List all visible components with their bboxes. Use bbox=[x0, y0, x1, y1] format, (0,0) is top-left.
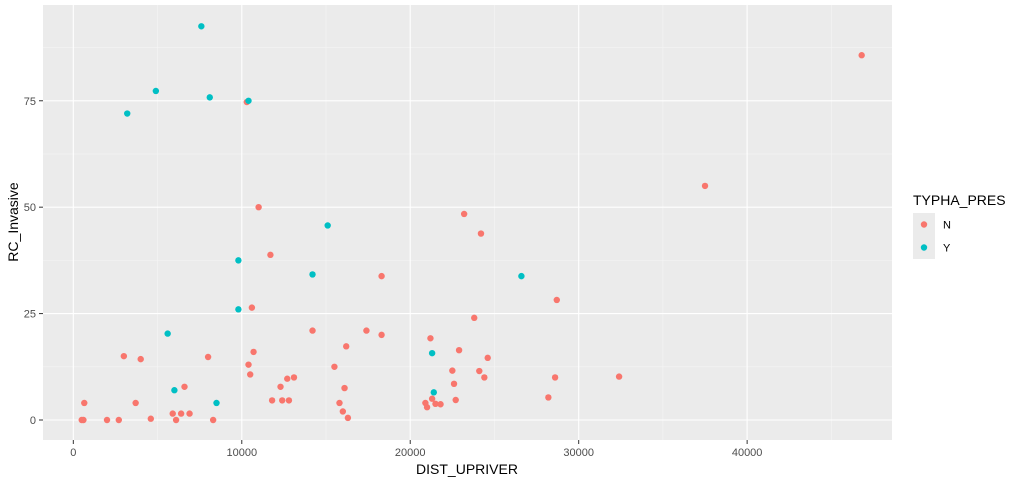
x-tick-label: 40000 bbox=[732, 447, 763, 459]
x-axis: 0 10000 20000 30000 40000 bbox=[70, 440, 762, 459]
scatter-point-n bbox=[80, 416, 87, 424]
scatter-point-n bbox=[423, 404, 431, 411]
scatter-point-n bbox=[428, 395, 436, 402]
scatter-point-n bbox=[181, 383, 188, 390]
scatter-point-n bbox=[701, 182, 709, 190]
scatter-point-y bbox=[206, 94, 213, 101]
scatter-point-n bbox=[551, 374, 559, 381]
scatter-point-n bbox=[484, 354, 491, 362]
scatter-point-n bbox=[137, 355, 144, 363]
scatter-point-n bbox=[477, 230, 485, 237]
minor-gridlines bbox=[43, 5, 892, 440]
scatter-point-n bbox=[437, 401, 444, 408]
scatter-point-n bbox=[545, 394, 552, 401]
scatter-point-n bbox=[246, 371, 254, 378]
scatter-point-y bbox=[152, 87, 160, 95]
scatter-point-n bbox=[285, 397, 293, 404]
scatter-point-y bbox=[164, 330, 171, 337]
scatter-point-n bbox=[169, 410, 176, 417]
legend-label-n: N bbox=[943, 220, 951, 232]
scatter-point-n bbox=[615, 373, 623, 380]
legend-title: TYPHA_PRES bbox=[913, 192, 1006, 208]
y-tick-label: 50 bbox=[24, 202, 36, 214]
legend-label-y: Y bbox=[943, 243, 951, 255]
major-gridlines bbox=[43, 5, 892, 440]
scatter-point-y bbox=[171, 387, 178, 394]
scatter-point-n bbox=[449, 367, 456, 374]
scatter-point-n bbox=[132, 399, 139, 407]
scatter-point-n bbox=[204, 353, 212, 361]
x-tick-label: 0 bbox=[70, 447, 76, 459]
x-tick-label: 20000 bbox=[395, 447, 426, 459]
x-axis-title: DIST_UPRIVER bbox=[416, 461, 518, 477]
scatter-point-n bbox=[267, 251, 274, 259]
scatter-point-n bbox=[363, 327, 370, 334]
scatter-point-n bbox=[147, 415, 155, 422]
scatter-point-n bbox=[103, 416, 111, 424]
scatter-point-n bbox=[455, 346, 463, 354]
scatter-point-y bbox=[213, 399, 220, 407]
scatter-point-n bbox=[341, 384, 348, 392]
scatter-point-y bbox=[518, 272, 525, 280]
scatter-point-n bbox=[209, 416, 217, 424]
y-axis-title: RC_Invasive bbox=[5, 182, 21, 262]
scatter-point-n bbox=[250, 348, 257, 356]
scatter-point-n bbox=[331, 363, 338, 370]
scatter-point-n bbox=[268, 397, 276, 404]
y-tick-label: 25 bbox=[24, 309, 36, 321]
scatter-point-y bbox=[235, 257, 242, 264]
y-tick-label: 0 bbox=[30, 415, 36, 427]
scatter-point-y bbox=[124, 110, 131, 117]
scatter-point-n bbox=[186, 410, 193, 417]
scatter-point-n bbox=[81, 399, 88, 407]
scatter-point-n bbox=[279, 397, 286, 404]
scatter-point-n bbox=[481, 374, 488, 381]
scatter-point-y bbox=[428, 349, 436, 357]
legend-swatch-y bbox=[920, 244, 928, 251]
scatter-point-y bbox=[235, 306, 242, 313]
y-tick-label: 75 bbox=[24, 96, 36, 108]
scatter-point-n bbox=[858, 52, 865, 59]
scatter-point-y bbox=[309, 271, 316, 278]
scatter-point-n bbox=[248, 304, 256, 311]
x-tick-label: 10000 bbox=[226, 447, 257, 459]
scatter-point-n bbox=[476, 367, 483, 375]
scatter-point-n bbox=[344, 414, 352, 422]
scatter-point-n bbox=[115, 416, 123, 424]
scatter-point-n bbox=[284, 375, 291, 382]
scatter-point-n bbox=[277, 383, 284, 390]
scatter-point-n bbox=[427, 335, 434, 342]
legend-swatch-n bbox=[920, 221, 928, 228]
scatter-point-y bbox=[198, 23, 205, 30]
scatter-point-n bbox=[553, 296, 560, 304]
scatter-point-n bbox=[172, 416, 180, 424]
scatter-point-n bbox=[378, 331, 385, 339]
scatter-point-n bbox=[177, 410, 185, 417]
scatter-point-y bbox=[324, 222, 331, 229]
plot-panel bbox=[43, 5, 892, 440]
scatter-point-n bbox=[432, 400, 439, 408]
scatter-point-n bbox=[120, 352, 128, 360]
scatter-point-n bbox=[309, 327, 316, 334]
scatter-point-n bbox=[471, 314, 478, 322]
data-points bbox=[78, 23, 865, 424]
scatter-point-y bbox=[430, 389, 438, 396]
legend: TYPHA_PRES NY bbox=[913, 192, 1006, 259]
scatter-point-n bbox=[245, 361, 252, 368]
scatter-point-n bbox=[336, 399, 343, 407]
scatter-point-n bbox=[255, 203, 262, 211]
scatter-point-y bbox=[245, 97, 252, 104]
scatter-point-n bbox=[460, 210, 468, 218]
scatter-point-n bbox=[452, 396, 459, 404]
y-axis: 0 25 50 75 bbox=[24, 96, 43, 427]
scatter-point-n bbox=[378, 272, 385, 280]
scatter-point-n bbox=[450, 380, 458, 388]
scatter-point-n bbox=[290, 374, 298, 381]
scatter-point-n bbox=[339, 408, 347, 415]
x-tick-label: 30000 bbox=[563, 447, 594, 459]
scatter-point-n bbox=[343, 343, 350, 350]
